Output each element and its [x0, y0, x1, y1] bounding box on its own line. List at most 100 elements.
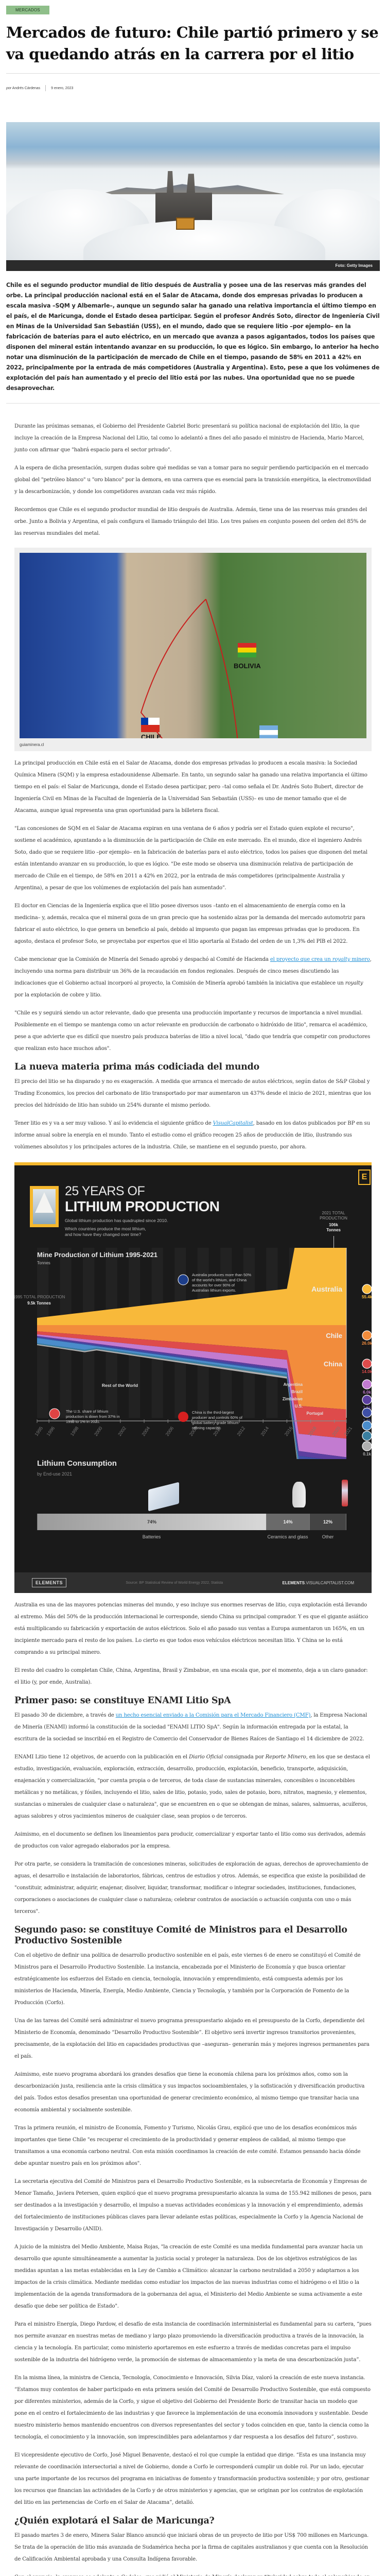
total-2021: 2021 TOTAL PRODUCTION 106k Tonnes [318, 1211, 349, 1249]
australia-flag-icon [178, 1274, 189, 1285]
text: Reporte Minero [265, 1754, 306, 1760]
article-title: Mercados de futuro: Chile partió primero… [6, 24, 379, 63]
paragraph: Asimismo, este nuevo programa abordará l… [14, 2072, 365, 2113]
title-divider [6, 73, 380, 74]
paragraph: A juicio de la ministra del Medio Ambien… [14, 2244, 363, 2309]
site-bold: ELEMENTS [282, 1580, 305, 1585]
map-figure: BOLIVIA CHILE guiaminera.cl [14, 548, 372, 751]
hero-loader [176, 217, 195, 230]
text: , basado en los datos publicados por BP … [14, 1121, 370, 1150]
bolivia-flag-icon [238, 643, 256, 657]
consumption-segment-other: 12% [309, 1514, 346, 1530]
text: ENAMI Litio tiene 12 objetivos, de acuer… [14, 1754, 189, 1760]
visualcapitalist-link[interactable]: VisualCapitalist [213, 1121, 253, 1126]
series-name-label: Zimbabwe [283, 1397, 303, 1401]
consumption-bar: 74% 14% 12% [37, 1514, 346, 1530]
series-area-china [37, 1331, 346, 1439]
series-value-label: 26.0k [362, 1341, 373, 1346]
flag-icon-u-s- [362, 1420, 372, 1431]
series-name-label: Brazil [291, 1389, 303, 1394]
link-text: royalty [332, 957, 350, 962]
series-name-label: China [324, 1360, 343, 1368]
series-area-australia [37, 1248, 346, 1325]
text: , en los que se destaca el estudio, inve… [14, 1754, 370, 1819]
series-name-label: Argentina [284, 1382, 303, 1387]
flag-icon-china [362, 1359, 372, 1369]
map-source: guiaminera.cl [20, 742, 44, 747]
consumption-chart: Lithium Consumption by End-use 2021 74% 1… [14, 1459, 372, 1572]
cmf-link[interactable]: un hecho esencial enviado a la Comisión … [115, 1713, 311, 1718]
hero-caption: Foto: Getty Images [6, 260, 380, 271]
paragraph: El pasado 30 de diciembre, a través de u… [14, 1709, 372, 1745]
annotation-china: China is the third-largest producer and c… [192, 1410, 243, 1430]
total-1995-value: 9.5k Tonnes [27, 1301, 51, 1306]
link-text: VisualCapitalist [213, 1121, 253, 1126]
paragraph: A la espera de dicha presentación, surge… [14, 465, 371, 495]
section-heading: Primer paso: se constituye ENAMI Litio S… [14, 1696, 231, 1706]
site-rest: .VISUALCAPITALIST.COM [305, 1580, 354, 1585]
x-tick-label: 1998 [69, 1426, 80, 1437]
text: consignada por [222, 1754, 266, 1760]
text: , incluyendo una norma para distribuir u… [14, 957, 372, 986]
paragraph: La secretaria ejecutiva del Comité de Mi… [14, 2179, 372, 2232]
infographic-title-line2: LITHIUM PRODUCTION [65, 1198, 220, 1214]
royalty-project-link[interactable]: el proyecto que crea un royalty minero [270, 957, 370, 962]
flag-icon-portugal [362, 1431, 372, 1441]
production-chart-title: Mine Production of Lithium 1995-2021 [37, 1251, 157, 1259]
text: , la Empresa Nacional de Minería (ENAMI)… [14, 1713, 367, 1742]
paragraph: Con el anuncio, la empresa se adelanta a… [14, 2571, 372, 2576]
infographic-site: ELEMENTS.VISUALCAPITALIST.COM [283, 1581, 354, 1585]
series-name-label: Australia [311, 1285, 342, 1293]
argentina-flag-icon [259, 725, 278, 738]
paragraph: Tras la primera reunión, el ministro de … [14, 2125, 361, 2166]
chile-flag-icon [141, 718, 160, 732]
consumption-category-label: Batteries [142, 1534, 161, 1539]
x-tick-label: 2002 [117, 1426, 127, 1437]
paragraph: El resto del cuadro lo completan Chile, … [14, 1668, 368, 1685]
paragraph: Cabe mencionar que la Comisión de Minerí… [14, 954, 372, 1001]
annotation-australia: Australia produces more than 50% of the w… [192, 1273, 251, 1293]
paragraph: Recordemos que Chile es el segundo produ… [14, 507, 367, 536]
annotation-us: The U.S. share of lithium production is d… [66, 1409, 120, 1424]
category-tag[interactable]: MERCADOS [6, 6, 49, 14]
x-tick-label: 2000 [93, 1426, 103, 1437]
spray-can-icon [342, 1480, 348, 1506]
article-body: Durante las próximas semanas, el Gobiern… [6, 420, 380, 2576]
paragraph: El doctor en Ciencias de la Ingeniería e… [14, 903, 365, 944]
paragraph: Australia es una de las mayores potencia… [14, 1602, 369, 1655]
author[interactable]: por Andrés Cárdenas [6, 87, 40, 90]
series-area-chile [37, 1325, 346, 1410]
text: royalty [345, 980, 363, 986]
series-area-brazil [37, 1336, 346, 1459]
series-value-label: 0.1k [363, 1452, 371, 1456]
text: Cabe mencionar que la Comisión de Minerí… [14, 957, 270, 962]
flag-icon-rest-of-the-world [362, 1441, 372, 1451]
infographic-source: Source: BP Statistical Review of World E… [126, 1581, 223, 1585]
hero-image [6, 122, 380, 260]
byline: por Andrés Cárdenas 9 enero, 2023 [6, 85, 380, 91]
infographic-footer: ELEMENTS Source: BP Statistical Review o… [14, 1572, 372, 1593]
section-heading: ¿Quién explotará el Salar de Maricunga? [14, 2516, 215, 2526]
consumption-category-label: Other [322, 1534, 334, 1539]
paragraph: La principal producción en Chile está en… [14, 760, 367, 814]
flag-icon-australia [362, 1284, 372, 1294]
vase-icon [292, 1482, 306, 1507]
flag-icon-argentina [362, 1379, 372, 1389]
us-flag-icon [49, 1408, 60, 1419]
publish-date: 9 enero, 2023 [51, 86, 74, 90]
paragraph: Asimismo, en el documento se definen los… [14, 1832, 366, 1849]
series-name-label: U.S. [294, 1404, 303, 1409]
lead-divider [6, 403, 380, 404]
author-name[interactable]: Andrés Cárdenas [12, 86, 41, 90]
consumption-category-label: Ceramics and glass [267, 1534, 308, 1539]
flag-icon-chile [362, 1330, 372, 1341]
paragraph: Con el objetivo de definir una política … [14, 1953, 361, 2006]
paragraph: Una de las tareas del Comité será admini… [14, 2018, 370, 2059]
x-tick-label: 2006 [165, 1426, 175, 1437]
x-tick-label: 2016 [284, 1426, 294, 1437]
paragraph: El precio del litio se ha disparado y no… [14, 1079, 371, 1108]
series-name-label: Portugal [307, 1411, 323, 1416]
total-1995-label: 1995 TOTAL PRODUCTION [14, 1295, 65, 1299]
paragraph: "Las concesiones de SQM en el Salar de A… [14, 826, 367, 891]
paragraph: ENAMI Litio tiene 12 objetivos, de acuer… [14, 1751, 372, 1822]
